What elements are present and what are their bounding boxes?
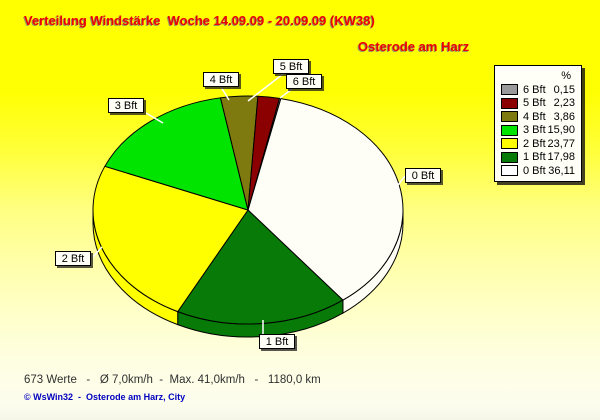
pie-callout-label: 0 Bft	[405, 168, 441, 183]
pie-callout-label: 4 Bft	[203, 72, 239, 87]
legend-row: 2 Bft 23,77	[501, 137, 575, 151]
callout-connector	[279, 88, 293, 99]
legend-row: 5 Bft 2,23	[501, 97, 575, 111]
chart-title: Verteilung Windstärke Woche 14.09.09 - 2…	[24, 13, 375, 28]
legend-swatch-icon	[501, 151, 518, 163]
legend-label: 5 Bft	[523, 97, 546, 110]
legend-swatch-icon	[501, 97, 518, 109]
legend-swatch-icon	[501, 124, 518, 136]
pie-slice-0-bft	[247, 98, 404, 301]
legend-rows: 6 Bft 0,15 5 Bft 2,23 4 Bft 3,86 3 Bft 15,90 2 B…	[501, 83, 575, 178]
legend-row: 3 Bft 15,90	[501, 124, 575, 138]
callout-connector	[92, 246, 103, 258]
pie-slice-2-bft	[92, 165, 249, 313]
pie-slice-5-bft	[247, 95, 280, 211]
callout-connector	[220, 86, 230, 101]
copyright-line: © WsWin32 - Osterode am Harz, City	[24, 392, 186, 402]
legend-row: 0 Bft 36,11	[501, 164, 575, 178]
legend-swatch-icon	[501, 111, 518, 123]
stats-line: 673 Werte - Ø 7,0km/h - Max. 41,0km/h - …	[24, 374, 321, 386]
pie-callout-label: 5 Bft	[273, 59, 309, 74]
legend-row: 4 Bft 3,86	[501, 110, 575, 124]
legend-row: 6 Bft 0,15	[501, 83, 575, 97]
callout-connector	[394, 175, 406, 190]
legend-value: 36,11	[548, 164, 575, 177]
legend-row: 1 Bft 17,98	[501, 151, 575, 165]
legend-value: 2,23	[553, 97, 575, 110]
legend-value: 23,77	[547, 137, 575, 150]
callout-connector	[247, 73, 284, 102]
legend-label: 0 Bft	[523, 164, 546, 177]
pie-slice-3-bft	[104, 97, 249, 211]
legend-label: 1 Bft	[523, 151, 546, 164]
legend-swatch-icon	[501, 165, 518, 177]
pie-callout-label: 6 Bft	[286, 74, 322, 89]
legend-value: 0,15	[553, 83, 575, 96]
legend-header-percent: %	[561, 70, 571, 82]
pie-callout-label: 3 Bft	[108, 98, 144, 113]
legend-label: 2 Bft	[523, 137, 546, 150]
legend-label: 3 Bft	[523, 124, 546, 137]
legend: % 6 Bft 0,15 5 Bft 2,23 4 Bft 3,86 3 Bft 15,90 2…	[494, 65, 582, 182]
callout-connector	[145, 112, 164, 124]
pie-callout-label: 2 Bft	[55, 251, 91, 266]
legend-label: 4 Bft	[523, 110, 546, 123]
station-name: Osterode am Harz	[358, 39, 470, 54]
pie-callout-label: 1 Bft	[259, 334, 295, 349]
legend-swatch-icon	[501, 138, 518, 150]
legend-label: 6 Bft	[523, 83, 546, 96]
legend-value: 3,86	[553, 110, 575, 123]
legend-value: 17,98	[547, 151, 575, 164]
legend-swatch-icon	[501, 84, 518, 96]
legend-value: 15,90	[547, 124, 575, 137]
